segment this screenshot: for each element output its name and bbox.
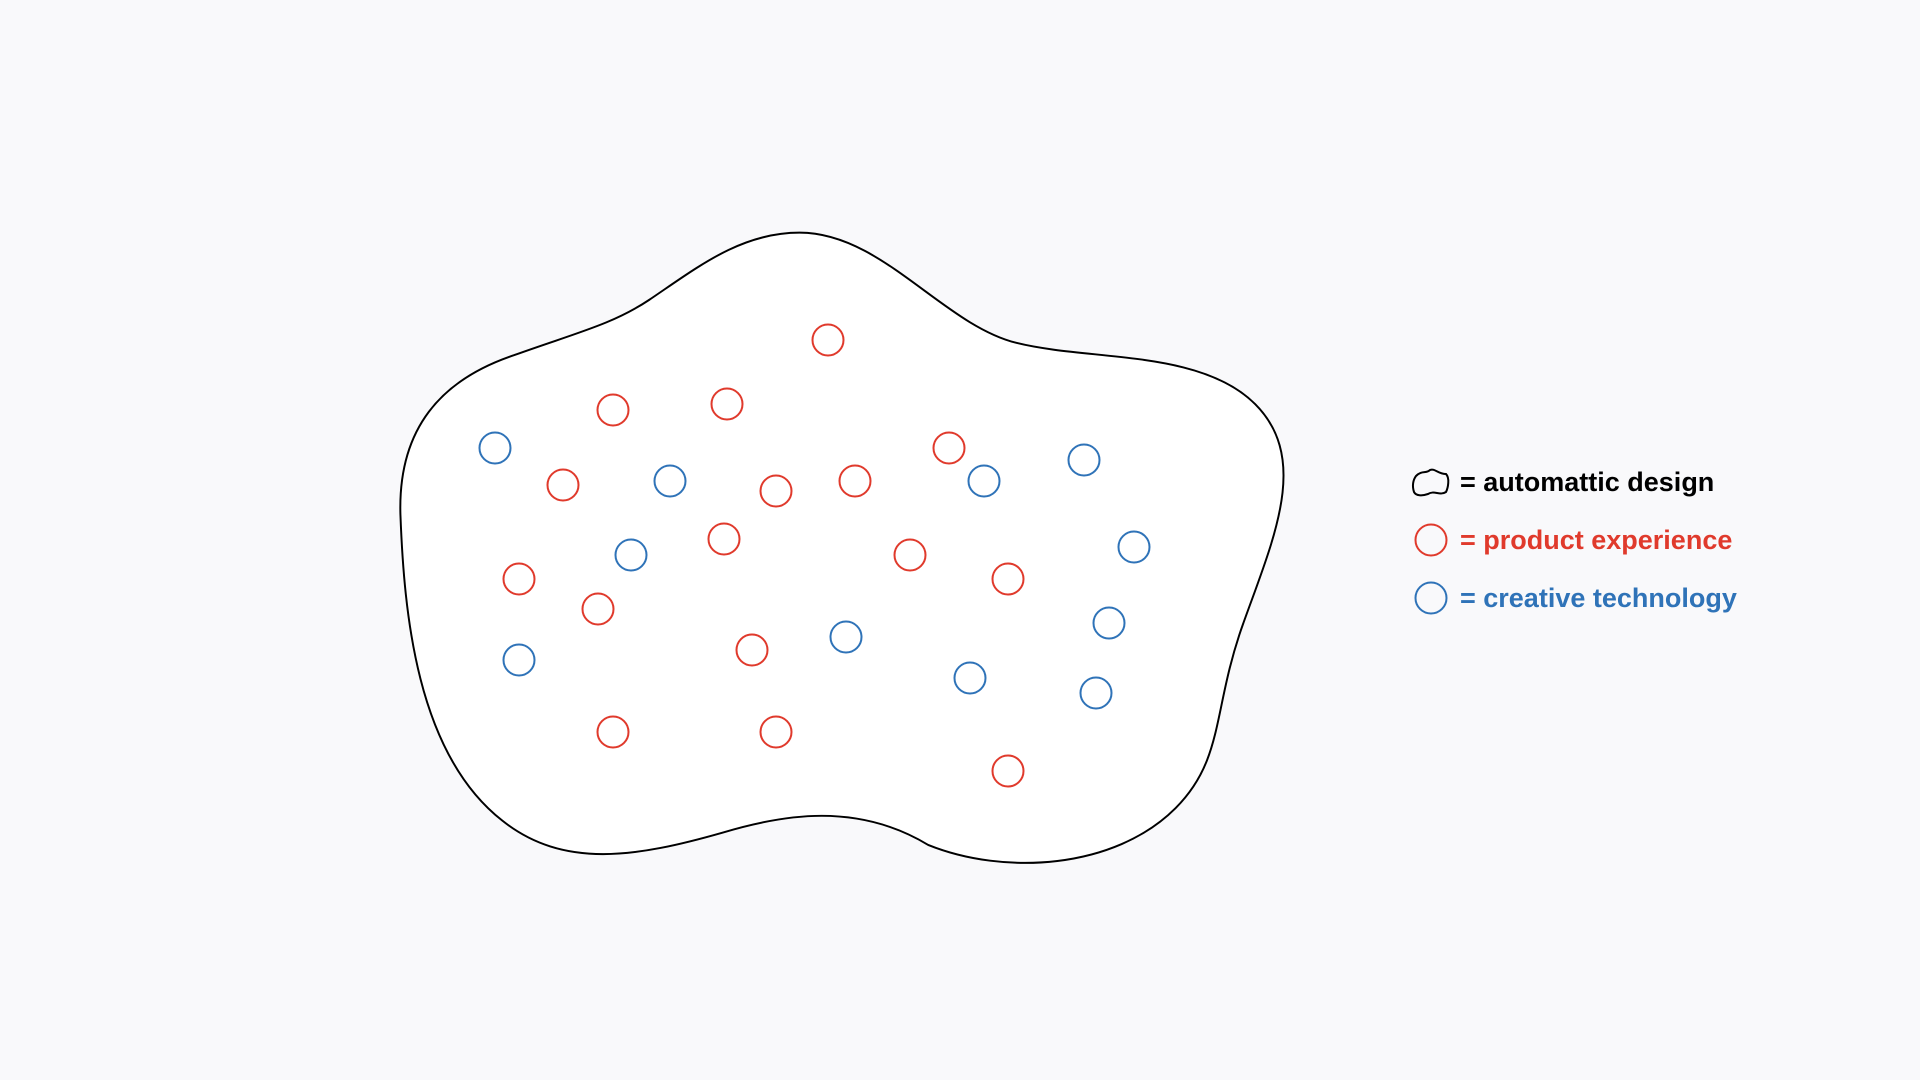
- red-circle-icon: [1414, 523, 1448, 557]
- creative-technology-circle: [967, 464, 1001, 498]
- creative-technology-circle: [478, 431, 512, 465]
- product-experience-circle: [838, 464, 872, 498]
- product-experience-circle: [581, 592, 615, 626]
- creative-technology-circle: [1067, 443, 1101, 477]
- product-experience-circle: [502, 562, 536, 596]
- legend-label: = automattic design: [1460, 466, 1715, 497]
- blue-circle-icon: [1414, 581, 1448, 615]
- legend-label: = product experience: [1460, 524, 1733, 555]
- product-experience-circle: [596, 393, 630, 427]
- creative-technology-circle: [502, 643, 536, 677]
- automattic-design-blob: [399, 231, 1285, 864]
- creative-technology-circle: [614, 538, 648, 572]
- product-experience-circle: [735, 633, 769, 667]
- product-experience-circle: [991, 562, 1025, 596]
- blob-icon: [1411, 468, 1450, 497]
- product-experience-circle: [596, 715, 630, 749]
- product-experience-circle: [932, 431, 966, 465]
- product-experience-circle: [710, 387, 744, 421]
- product-experience-circle: [546, 468, 580, 502]
- product-experience-circle: [707, 522, 741, 556]
- product-experience-circle: [759, 474, 793, 508]
- creative-technology-circle: [1079, 676, 1113, 710]
- creative-technology-circle: [829, 620, 863, 654]
- creative-technology-circle: [1117, 530, 1151, 564]
- product-experience-circle: [991, 754, 1025, 788]
- product-experience-circle: [893, 538, 927, 572]
- legend-creative-technology: = creative technology: [1408, 578, 1737, 618]
- product-experience-circle: [811, 323, 845, 357]
- legend-product-experience: = product experience: [1408, 520, 1732, 560]
- creative-technology-circle: [1092, 606, 1126, 640]
- product-experience-circle: [759, 715, 793, 749]
- creative-technology-circle: [953, 661, 987, 695]
- creative-technology-circle: [653, 464, 687, 498]
- legend-automattic-design: = automattic design: [1408, 462, 1714, 502]
- legend-label: = creative technology: [1460, 582, 1737, 613]
